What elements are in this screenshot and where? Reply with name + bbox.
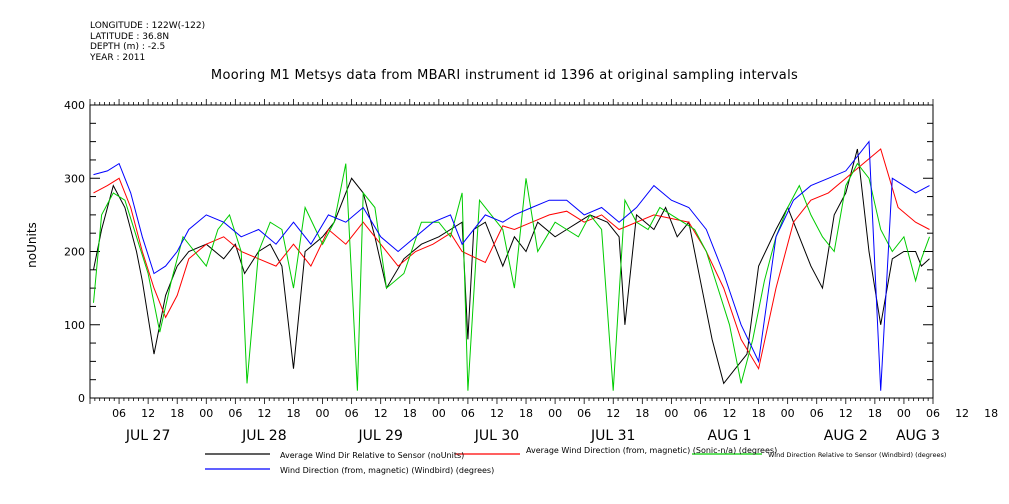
legend-label-series-3: Wind Direction Relative to Sensor (Windb… <box>768 451 947 459</box>
x-tick-label-hour: 18 <box>170 407 184 420</box>
y-tick-label: 200 <box>64 246 85 259</box>
plot-frame <box>89 104 934 399</box>
x-tick-label-day: AUG 3 <box>896 428 940 444</box>
x-tick-label-hour: 12 <box>141 407 155 420</box>
depth-text: DEPTH (m) : -2.5 <box>90 42 166 52</box>
series-line-1 <box>93 148 930 385</box>
x-tick-label-hour: 12 <box>955 407 969 420</box>
x-tick-label-hour: 06 <box>693 407 707 420</box>
x-tick-label-day: JUL 28 <box>241 428 286 444</box>
x-tick-label-day: JUL 27 <box>125 428 170 444</box>
x-tick-label-hour: 18 <box>635 407 649 420</box>
x-tick-label-hour: 18 <box>752 407 766 420</box>
y-tick-label: 100 <box>64 319 85 332</box>
x-tick-label-day: JUL 31 <box>590 428 635 444</box>
series-line-3 <box>93 162 930 391</box>
x-tick-label-day: JUL 30 <box>474 428 519 444</box>
x-tick-label-hour: 12 <box>374 407 388 420</box>
chart-title: Mooring M1 Metsys data from MBARI instru… <box>210 68 799 83</box>
x-tick-label-hour: 18 <box>984 407 998 420</box>
x-tick-label-hour: 18 <box>519 407 533 420</box>
y-tick-label: 0 <box>78 392 85 405</box>
x-tick-label-hour: 12 <box>606 407 620 420</box>
x-tick-label-hour: 00 <box>664 407 678 420</box>
x-tick-label-hour: 06 <box>228 407 242 420</box>
legend-label-series-2: Average Wind Direction (from, magnetic) … <box>526 446 778 455</box>
x-tick-label-hour: 06 <box>926 407 940 420</box>
x-tick-label-day: AUG 2 <box>824 428 868 444</box>
y-tick-label: 400 <box>64 99 85 112</box>
x-tick-label-hour: 18 <box>403 407 417 420</box>
x-tick-label-hour: 18 <box>868 407 882 420</box>
x-tick-label-hour: 00 <box>316 407 330 420</box>
x-tick-label-hour: 12 <box>257 407 271 420</box>
x-tick-label-hour: 12 <box>839 407 853 420</box>
series-line-4 <box>93 140 930 391</box>
legend-label-series-1: Average Wind Dir Relative to Sensor (noU… <box>280 451 465 460</box>
x-tick-label-hour: 12 <box>490 407 504 420</box>
x-tick-label-day: AUG 1 <box>708 428 752 444</box>
x-tick-label-hour: 06 <box>810 407 824 420</box>
latitude-text: LATITUDE : 36.8N <box>90 31 170 42</box>
x-tick-label-hour: 18 <box>286 407 300 420</box>
x-tick-label-day: JUL 29 <box>357 428 402 444</box>
longitude-text: LONGITUDE : 122W(-122) <box>90 21 206 31</box>
y-tick-label: 300 <box>64 172 85 185</box>
x-tick-label-hour: 00 <box>781 407 795 420</box>
x-tick-label-hour: 00 <box>199 407 213 420</box>
x-tick-label-hour: 00 <box>432 407 446 420</box>
series-line-2 <box>93 148 930 371</box>
x-tick-label-hour: 06 <box>345 407 359 420</box>
x-tick-label-hour: 00 <box>548 407 562 420</box>
x-tick-label-hour: 06 <box>112 407 126 420</box>
x-tick-label-hour: 06 <box>577 407 591 420</box>
x-tick-label-hour: 06 <box>461 407 475 420</box>
metadata-block: LONGITUDE : 122W(-122) LATITUDE : 36.8N … <box>90 21 205 63</box>
year-text: YEAR : 2011 <box>90 52 146 63</box>
legend-label-series-4: Wind Direction (from, magnetic) (Windbir… <box>280 466 495 475</box>
x-tick-label-hour: 12 <box>723 407 737 420</box>
x-tick-label-hour: 00 <box>897 407 911 420</box>
